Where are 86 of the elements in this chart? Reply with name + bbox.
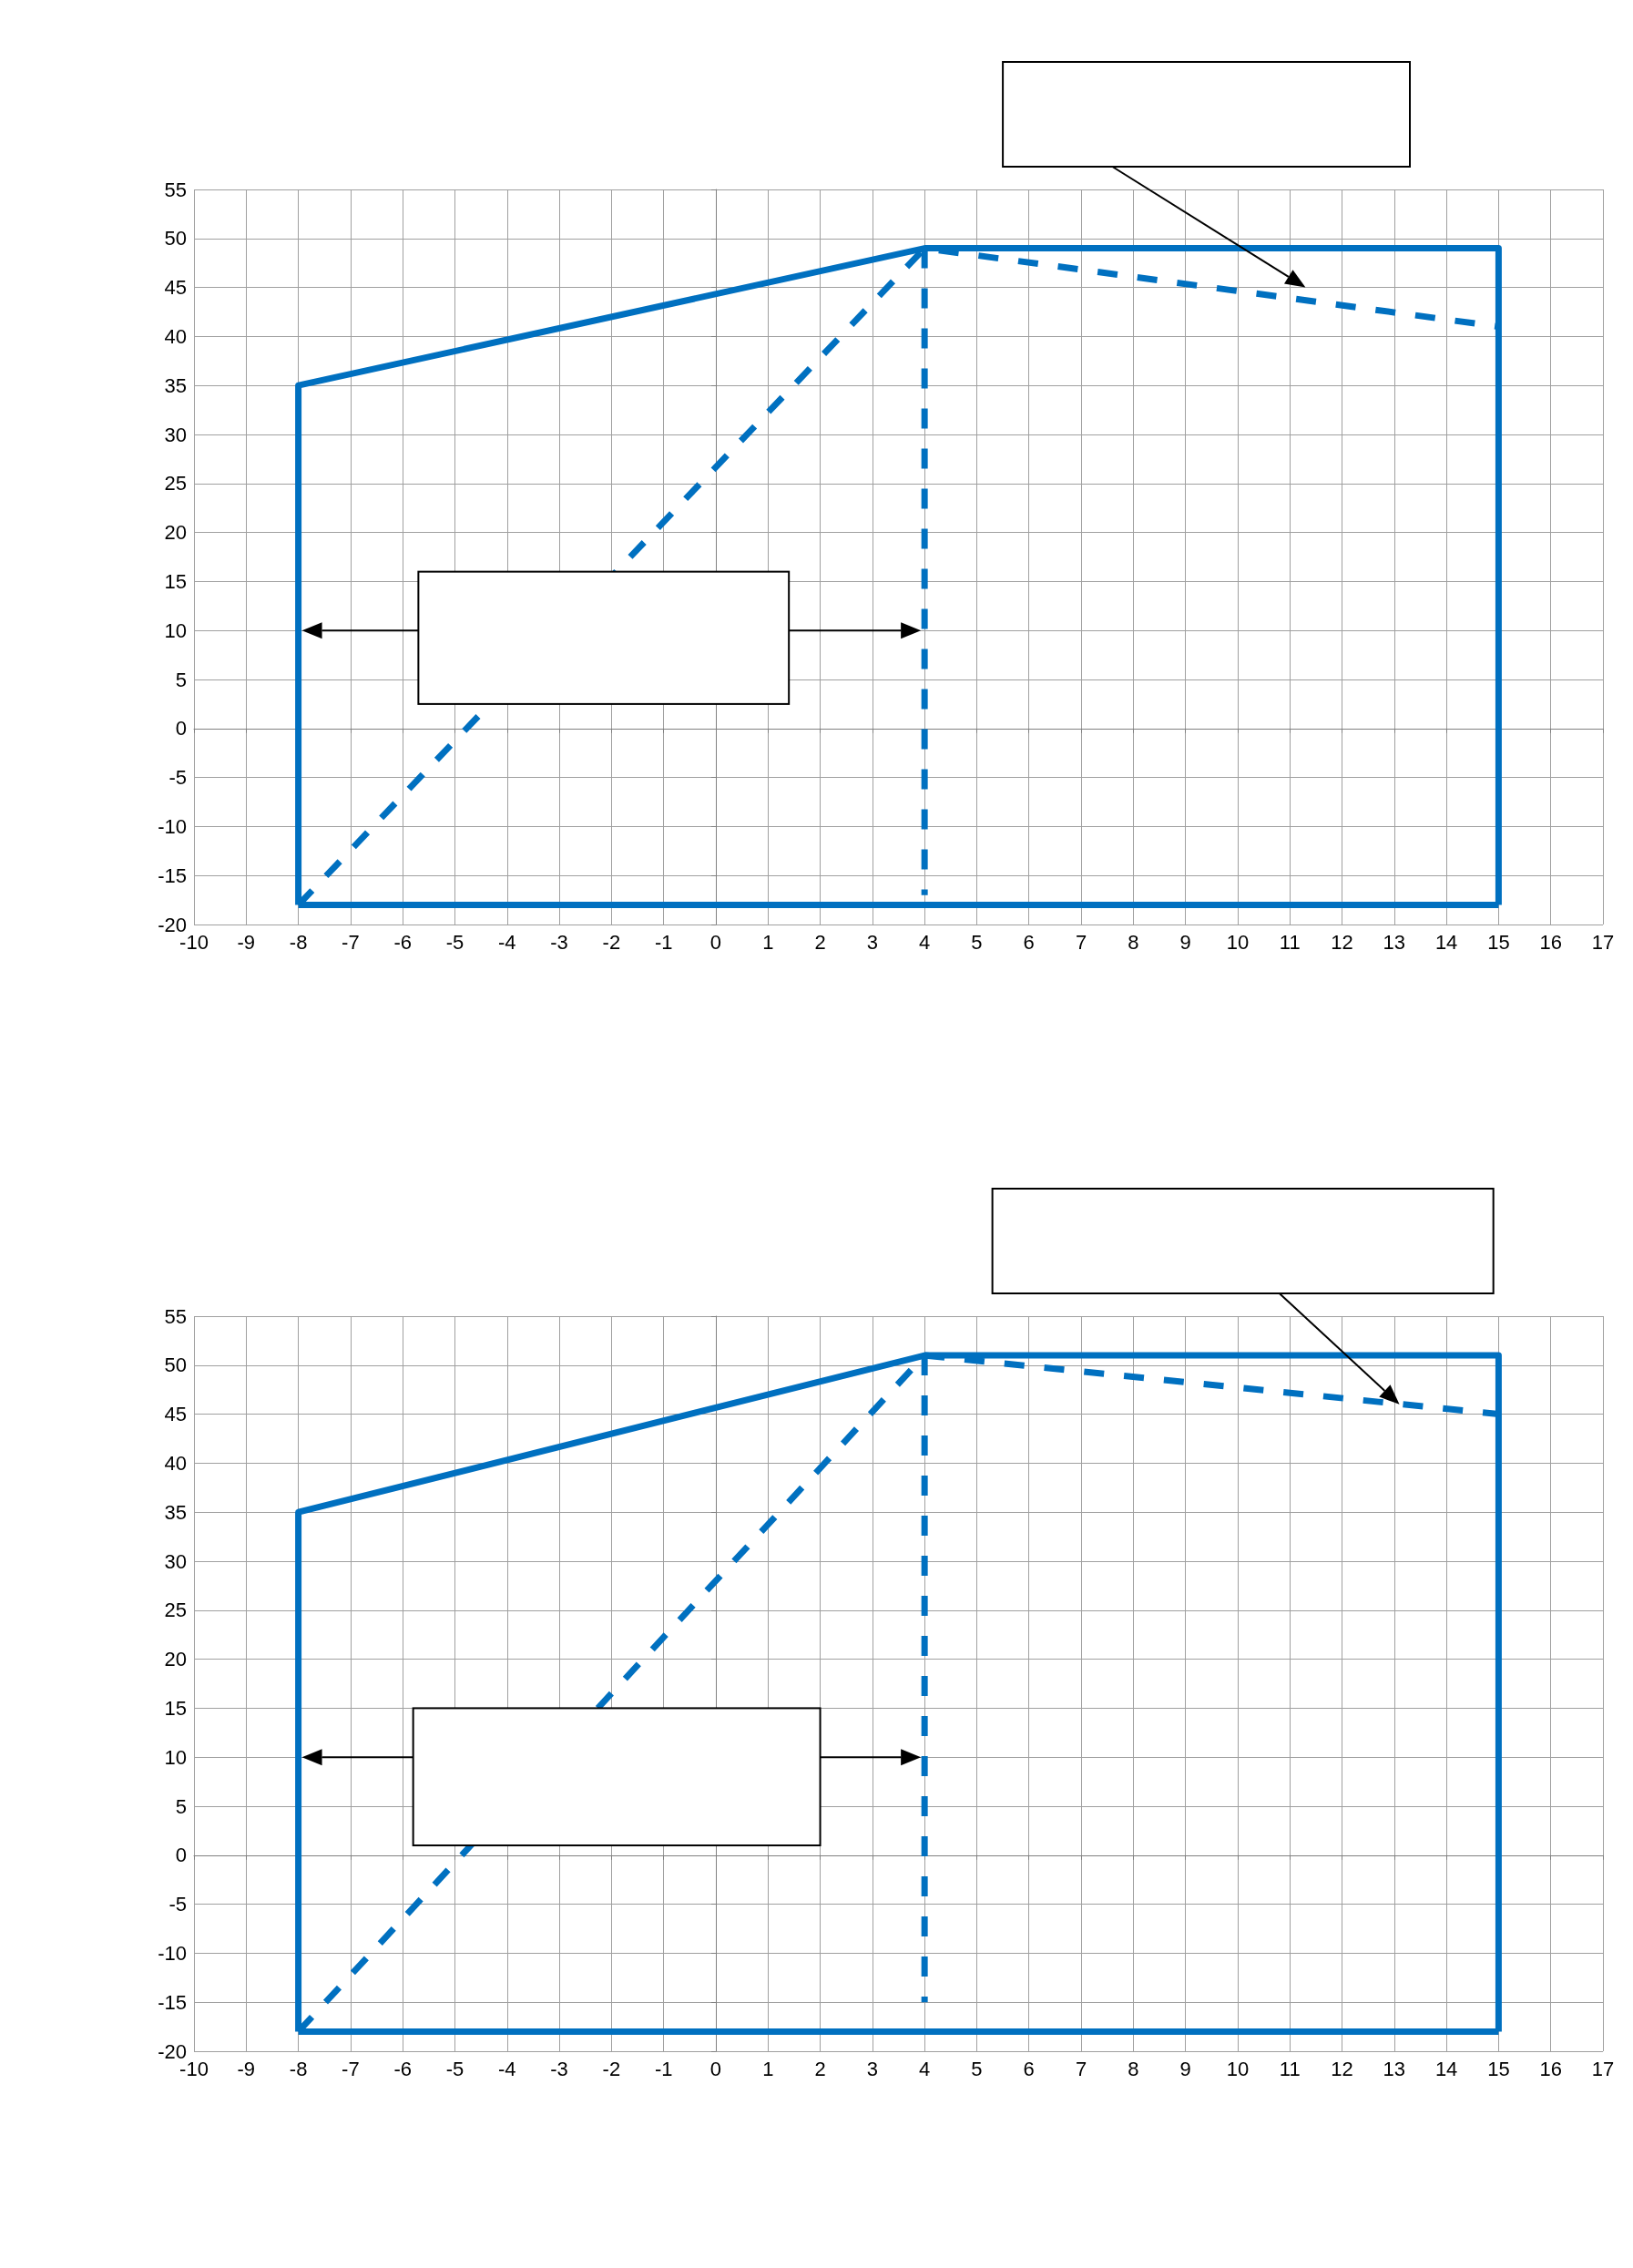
x-tick-label: -1 — [654, 930, 673, 954]
x-tick-label: 13 — [1383, 2057, 1406, 2080]
x-tick-label: 6 — [1023, 2057, 1035, 2080]
x-tick-label: 16 — [1539, 930, 1562, 954]
x-tick-label: 5 — [971, 2057, 983, 2080]
y-tick-label: -10 — [158, 1941, 187, 1965]
x-tick-label: 7 — [1075, 2057, 1087, 2080]
x-tick-label: 13 — [1383, 930, 1406, 954]
x-tick-label: 3 — [866, 930, 878, 954]
y-tick-label: 30 — [164, 1549, 187, 1573]
x-tick-label: -3 — [550, 2057, 568, 2080]
y-tick-label: 45 — [164, 276, 187, 300]
x-tick-label: 10 — [1226, 930, 1250, 954]
x-tick-label: 2 — [814, 930, 826, 954]
x-tick-label: -8 — [289, 2057, 308, 2080]
x-tick-label: 4 — [919, 2057, 931, 2080]
x-tick-label: 1 — [762, 930, 774, 954]
y-tick-label: 15 — [164, 1696, 187, 1720]
y-tick-label: -15 — [158, 1990, 187, 2014]
x-tick-label: 7 — [1075, 930, 1087, 954]
x-tick-label: 9 — [1179, 2057, 1191, 2080]
x-tick-label: 0 — [709, 2057, 722, 2080]
y-tick-label: -10 — [158, 814, 187, 838]
y-tick-label: -20 — [158, 2039, 187, 2063]
y-tick-label: 20 — [164, 1648, 187, 1671]
x-tick-label: 11 — [1279, 930, 1301, 954]
y-tick-label: 50 — [164, 1354, 187, 1377]
x-tick-label: -9 — [237, 2057, 256, 2080]
y-tick-label: 35 — [164, 1500, 187, 1524]
x-tick-label: 14 — [1434, 930, 1458, 954]
y-tick-label: 10 — [164, 1745, 187, 1769]
x-tick-label: 0 — [709, 930, 722, 954]
x-tick-label: -4 — [498, 2057, 516, 2080]
y-tick-label: 0 — [175, 1844, 187, 1867]
y-tick-label: 25 — [164, 1599, 187, 1622]
x-tick-label: -7 — [342, 2057, 360, 2080]
x-tick-label: 6 — [1023, 930, 1035, 954]
x-tick-label: -3 — [550, 930, 568, 954]
x-tick-label: -7 — [342, 930, 360, 954]
y-tick-label: 5 — [175, 668, 187, 691]
x-tick-label: 15 — [1487, 930, 1510, 954]
y-tick-label: 5 — [175, 1794, 187, 1818]
x-tick-label: 1 — [762, 2057, 774, 2080]
x-tick-label: -4 — [498, 930, 516, 954]
y-tick-label: 0 — [175, 717, 187, 741]
x-tick-label: -8 — [289, 930, 308, 954]
y-tick-label: 10 — [164, 618, 187, 642]
x-tick-label: 12 — [1331, 930, 1353, 954]
x-tick-label: 14 — [1434, 2057, 1458, 2080]
x-tick-label: 17 — [1591, 2057, 1615, 2080]
x-tick-label: 8 — [1128, 2057, 1139, 2080]
y-tick-label: 15 — [164, 569, 187, 593]
x-tick-label: 3 — [866, 2057, 878, 2080]
x-tick-label: -2 — [602, 930, 621, 954]
x-tick-label: -6 — [393, 2057, 412, 2080]
y-tick-label: 30 — [164, 423, 187, 446]
y-tick-label: 20 — [164, 521, 187, 545]
x-tick-label: -6 — [393, 930, 412, 954]
y-tick-label: 40 — [164, 324, 187, 348]
y-tick-label: 55 — [164, 178, 187, 201]
y-tick-label: -5 — [168, 1893, 187, 1916]
x-tick-label: -1 — [654, 2057, 673, 2080]
y-tick-label: -5 — [168, 766, 187, 790]
x-tick-label: 11 — [1279, 2057, 1301, 2080]
x-tick-label: -9 — [237, 930, 256, 954]
x-tick-label: 8 — [1128, 930, 1139, 954]
x-tick-label: 9 — [1179, 930, 1191, 954]
x-tick-label: 17 — [1591, 930, 1615, 954]
x-tick-label: 12 — [1331, 2057, 1353, 2080]
x-tick-label: 10 — [1226, 2057, 1250, 2080]
y-tick-label: -15 — [158, 863, 187, 887]
x-tick-label: 15 — [1487, 2057, 1510, 2080]
x-tick-label: 5 — [971, 930, 983, 954]
x-tick-label: -2 — [602, 2057, 621, 2080]
x-tick-label: 2 — [814, 2057, 826, 2080]
y-tick-label: 50 — [164, 227, 187, 250]
x-tick-label: 16 — [1539, 2057, 1562, 2080]
y-tick-label: 40 — [164, 1451, 187, 1475]
y-tick-label: -20 — [158, 913, 187, 936]
y-tick-label: 55 — [164, 1304, 187, 1328]
y-tick-label: 25 — [164, 472, 187, 495]
y-tick-label: 35 — [164, 373, 187, 397]
x-tick-label: -5 — [445, 2057, 464, 2080]
x-tick-label: -5 — [445, 930, 464, 954]
y-tick-label: 45 — [164, 1403, 187, 1426]
x-tick-label: 4 — [919, 930, 931, 954]
